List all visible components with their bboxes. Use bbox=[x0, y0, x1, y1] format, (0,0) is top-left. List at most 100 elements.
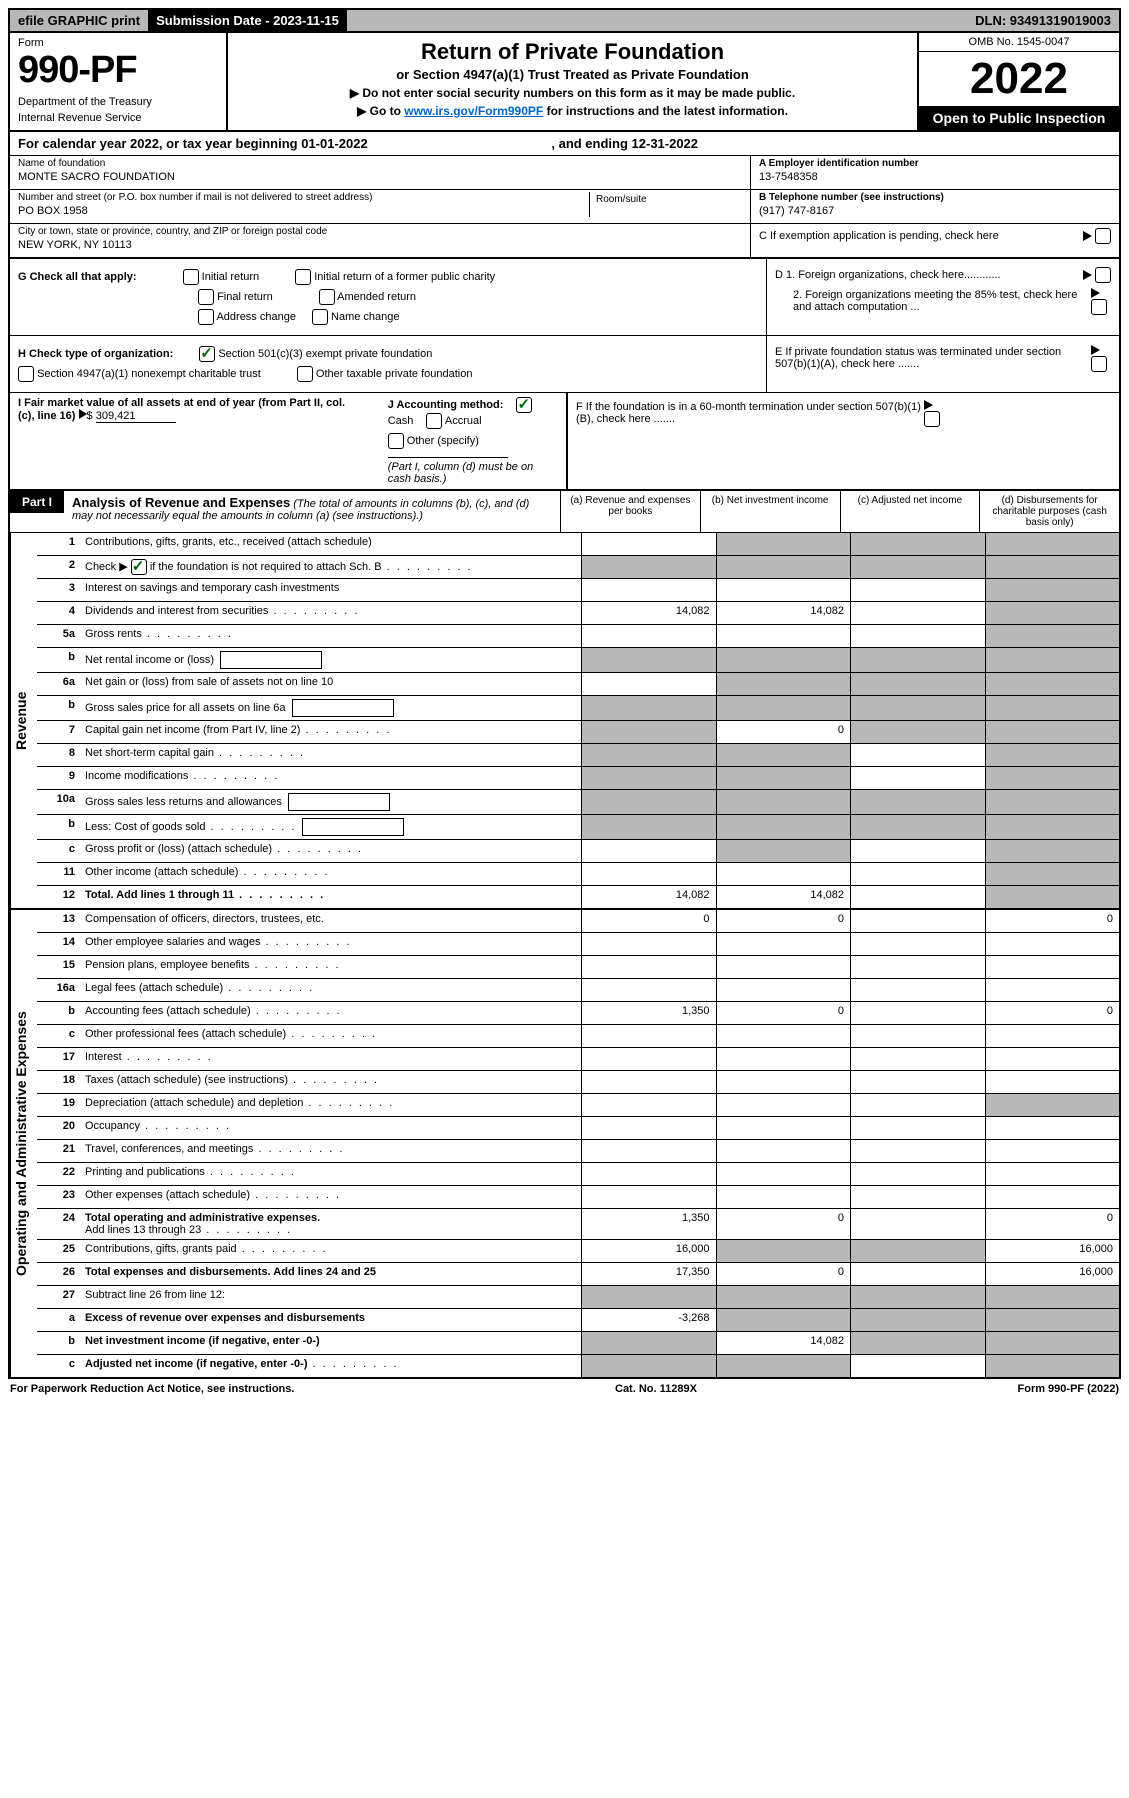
open-public: Open to Public Inspection bbox=[919, 106, 1119, 130]
ein-label: A Employer identification number bbox=[759, 158, 1111, 169]
row-2: Check ▶ if the foundation is not require… bbox=[79, 556, 581, 578]
g-address-checkbox[interactable] bbox=[198, 309, 214, 325]
city-value: NEW YORK, NY 10113 bbox=[18, 239, 742, 251]
revenue-label: Revenue bbox=[10, 533, 37, 908]
footer-right: Form 990-PF (2022) bbox=[1018, 1383, 1119, 1395]
entity-info: Name of foundation MONTE SACRO FOUNDATIO… bbox=[8, 156, 1121, 259]
submission-date: Submission Date - 2023-11-15 bbox=[148, 10, 347, 31]
tax-year: 2022 bbox=[919, 52, 1119, 106]
h-label: H Check type of organization: bbox=[18, 348, 173, 360]
f-label: F If the foundation is in a 60-month ter… bbox=[576, 401, 924, 425]
phone-value: (917) 747-8167 bbox=[759, 205, 1111, 217]
irs-label: Internal Revenue Service bbox=[18, 112, 218, 124]
part1-title: Analysis of Revenue and Expenses bbox=[72, 495, 290, 510]
check-section-g-d: G Check all that apply: Initial return I… bbox=[8, 259, 1121, 335]
row-24: Total operating and administrative expen… bbox=[79, 1209, 581, 1239]
ein-value: 13-7548358 bbox=[759, 171, 1111, 183]
row-4: Dividends and interest from securities bbox=[79, 602, 581, 624]
row-18: Taxes (attach schedule) (see instruction… bbox=[79, 1071, 581, 1093]
row-1: Contributions, gifts, grants, etc., rece… bbox=[79, 533, 581, 555]
row-10c: Gross profit or (loss) (attach schedule) bbox=[79, 840, 581, 862]
j-other-checkbox[interactable] bbox=[388, 433, 404, 449]
part1-label: Part I bbox=[10, 491, 64, 513]
row-22: Printing and publications bbox=[79, 1163, 581, 1185]
row-16c: Other professional fees (attach schedule… bbox=[79, 1025, 581, 1047]
check-section-h-e: H Check type of organization: Section 50… bbox=[8, 335, 1121, 392]
row-5b: Net rental income or (loss) bbox=[79, 648, 581, 672]
row-16b: Accounting fees (attach schedule) bbox=[79, 1002, 581, 1024]
g-name-checkbox[interactable] bbox=[312, 309, 328, 325]
d2-label: 2. Foreign organizations meeting the 85%… bbox=[775, 289, 1091, 313]
h-501c3-checkbox[interactable] bbox=[199, 346, 215, 362]
arrow-icon bbox=[924, 400, 933, 410]
expenses-section: Operating and Administrative Expenses 13… bbox=[8, 910, 1121, 1379]
name-label: Name of foundation bbox=[18, 158, 742, 169]
row-8: Net short-term capital gain bbox=[79, 744, 581, 766]
form-note1: ▶ Do not enter social security numbers o… bbox=[236, 86, 909, 100]
h-4947-checkbox[interactable] bbox=[18, 366, 34, 382]
row-6b: Gross sales price for all assets on line… bbox=[79, 696, 581, 720]
i-value: 309,421 bbox=[96, 410, 176, 423]
arrow-icon bbox=[1083, 270, 1092, 280]
section-i-j-f: I Fair market value of all assets at end… bbox=[8, 392, 1121, 491]
row-19: Depreciation (attach schedule) and deple… bbox=[79, 1094, 581, 1116]
d1-label: D 1. Foreign organizations, check here..… bbox=[775, 269, 1001, 281]
dept-label: Department of the Treasury bbox=[18, 96, 218, 108]
page-footer: For Paperwork Reduction Act Notice, see … bbox=[8, 1379, 1121, 1399]
g-final-checkbox[interactable] bbox=[198, 289, 214, 305]
part1-header: Part I Analysis of Revenue and Expenses … bbox=[8, 491, 1121, 533]
row-16a: Legal fees (attach schedule) bbox=[79, 979, 581, 1001]
form-header: Form 990-PF Department of the Treasury I… bbox=[8, 33, 1121, 132]
g-initial-checkbox[interactable] bbox=[183, 269, 199, 285]
row-27b: Net investment income (if negative, ente… bbox=[79, 1332, 581, 1354]
form-title: Return of Private Foundation bbox=[236, 39, 909, 65]
row-10a: Gross sales less returns and allowances bbox=[79, 790, 581, 814]
e-checkbox[interactable] bbox=[1091, 356, 1107, 372]
phone-label: B Telephone number (see instructions) bbox=[759, 192, 1111, 203]
j-label: J Accounting method: bbox=[388, 399, 504, 411]
row-25: Contributions, gifts, grants paid bbox=[79, 1240, 581, 1262]
j-note: (Part I, column (d) must be on cash basi… bbox=[388, 461, 558, 485]
j-cash-checkbox[interactable] bbox=[516, 397, 532, 413]
d2-checkbox[interactable] bbox=[1091, 299, 1107, 315]
revenue-section: Revenue 1Contributions, gifts, grants, e… bbox=[8, 533, 1121, 910]
irs-link[interactable]: www.irs.gov/Form990PF bbox=[404, 104, 543, 118]
row-20: Occupancy bbox=[79, 1117, 581, 1139]
dln: DLN: 93491319019003 bbox=[967, 10, 1119, 31]
address-label: Number and street (or P.O. box number if… bbox=[18, 192, 589, 203]
d1-checkbox[interactable] bbox=[1095, 267, 1111, 283]
foundation-name: MONTE SACRO FOUNDATION bbox=[18, 171, 742, 183]
col-d-header: (d) Disbursements for charitable purpose… bbox=[979, 491, 1119, 532]
col-b-header: (b) Net investment income bbox=[700, 491, 840, 532]
omb-number: OMB No. 1545-0047 bbox=[919, 33, 1119, 52]
city-label: City or town, state or province, country… bbox=[18, 226, 742, 237]
row-14: Other employee salaries and wages bbox=[79, 933, 581, 955]
row-21: Travel, conferences, and meetings bbox=[79, 1140, 581, 1162]
top-bar: efile GRAPHIC print Submission Date - 20… bbox=[8, 8, 1121, 33]
expenses-label: Operating and Administrative Expenses bbox=[10, 910, 37, 1377]
arrow-icon bbox=[1091, 288, 1100, 298]
row-6a: Net gain or (loss) from sale of assets n… bbox=[79, 673, 581, 695]
room-label: Room/suite bbox=[589, 192, 742, 217]
row-11: Other income (attach schedule) bbox=[79, 863, 581, 885]
e-label: E If private foundation status was termi… bbox=[775, 346, 1091, 370]
form-subtitle: or Section 4947(a)(1) Trust Treated as P… bbox=[236, 67, 909, 82]
form-number: 990-PF bbox=[18, 49, 218, 92]
c-checkbox[interactable] bbox=[1095, 228, 1111, 244]
footer-mid: Cat. No. 11289X bbox=[615, 1383, 697, 1395]
g-initial-former-checkbox[interactable] bbox=[295, 269, 311, 285]
j-accrual-checkbox[interactable] bbox=[426, 413, 442, 429]
h-other-checkbox[interactable] bbox=[297, 366, 313, 382]
footer-left: For Paperwork Reduction Act Notice, see … bbox=[10, 1383, 294, 1395]
schB-checkbox[interactable] bbox=[131, 559, 147, 575]
row-5a: Gross rents bbox=[79, 625, 581, 647]
row-7: Capital gain net income (from Part IV, l… bbox=[79, 721, 581, 743]
row-27: Subtract line 26 from line 12: bbox=[79, 1286, 581, 1308]
row-12: Total. Add lines 1 through 11 bbox=[79, 886, 581, 908]
efile-label[interactable]: efile GRAPHIC print bbox=[10, 10, 148, 31]
address-value: PO BOX 1958 bbox=[18, 205, 589, 217]
f-checkbox[interactable] bbox=[924, 411, 940, 427]
c-label: C If exemption application is pending, c… bbox=[759, 230, 999, 242]
row-23: Other expenses (attach schedule) bbox=[79, 1186, 581, 1208]
g-amended-checkbox[interactable] bbox=[319, 289, 335, 305]
